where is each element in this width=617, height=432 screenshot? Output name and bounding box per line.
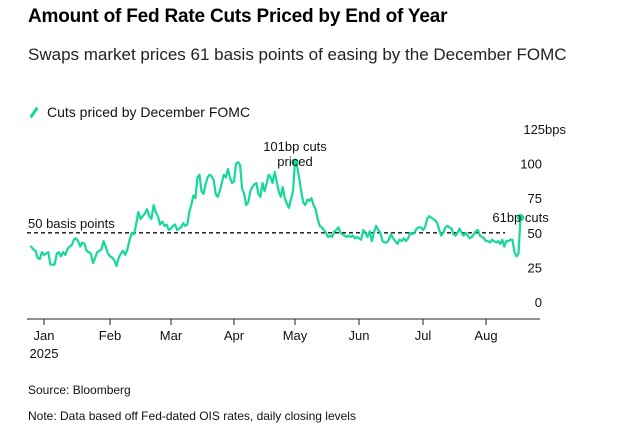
- annotation-marker: [516, 213, 525, 222]
- annotation-label: 101bp cuts: [263, 139, 327, 154]
- x-year-label: 2025: [30, 346, 59, 361]
- chart-plot: Jan Feb Mar Apr May Jun Jul Aug 2025 0 25 50 75 100 12…: [27, 122, 566, 361]
- source-note: Source: Bloomberg: [28, 383, 131, 397]
- x-tick-label: Feb: [99, 328, 121, 343]
- x-tick-label: Aug: [474, 328, 497, 343]
- y-tick-label: 100: [520, 157, 542, 172]
- legend: Cuts priced by December FOMC: [28, 104, 250, 120]
- x-tick-label: Apr: [224, 328, 245, 343]
- annotation-label: 61bp cuts: [492, 210, 549, 225]
- annotation-marker: [291, 158, 299, 166]
- y-tick-label: 0: [535, 295, 542, 310]
- chart-subtitle: Swaps market prices 61 basis points of e…: [28, 45, 567, 64]
- footnote: Note: Data based off Fed-dated OIS rates…: [28, 409, 356, 423]
- x-tick-label: Jul: [415, 328, 432, 343]
- x-tick-label: Jun: [349, 328, 370, 343]
- legend-label: Cuts priced by December FOMC: [47, 104, 251, 120]
- y-tick-label: 50: [528, 226, 542, 241]
- x-tick-label: Jan: [34, 328, 55, 343]
- y-tick-label: 25: [528, 260, 542, 275]
- y-tick-label: 75: [528, 191, 542, 206]
- y-unit-label: 125bps: [523, 122, 566, 137]
- x-tick-label: Mar: [160, 328, 183, 343]
- chart-title: Amount of Fed Rate Cuts Priced by End of…: [28, 6, 448, 27]
- reference-line-label: 50 basis points: [28, 216, 115, 231]
- x-tick-label: May: [283, 328, 308, 343]
- annotation-label: priced: [277, 154, 312, 169]
- series-line: [30, 161, 522, 268]
